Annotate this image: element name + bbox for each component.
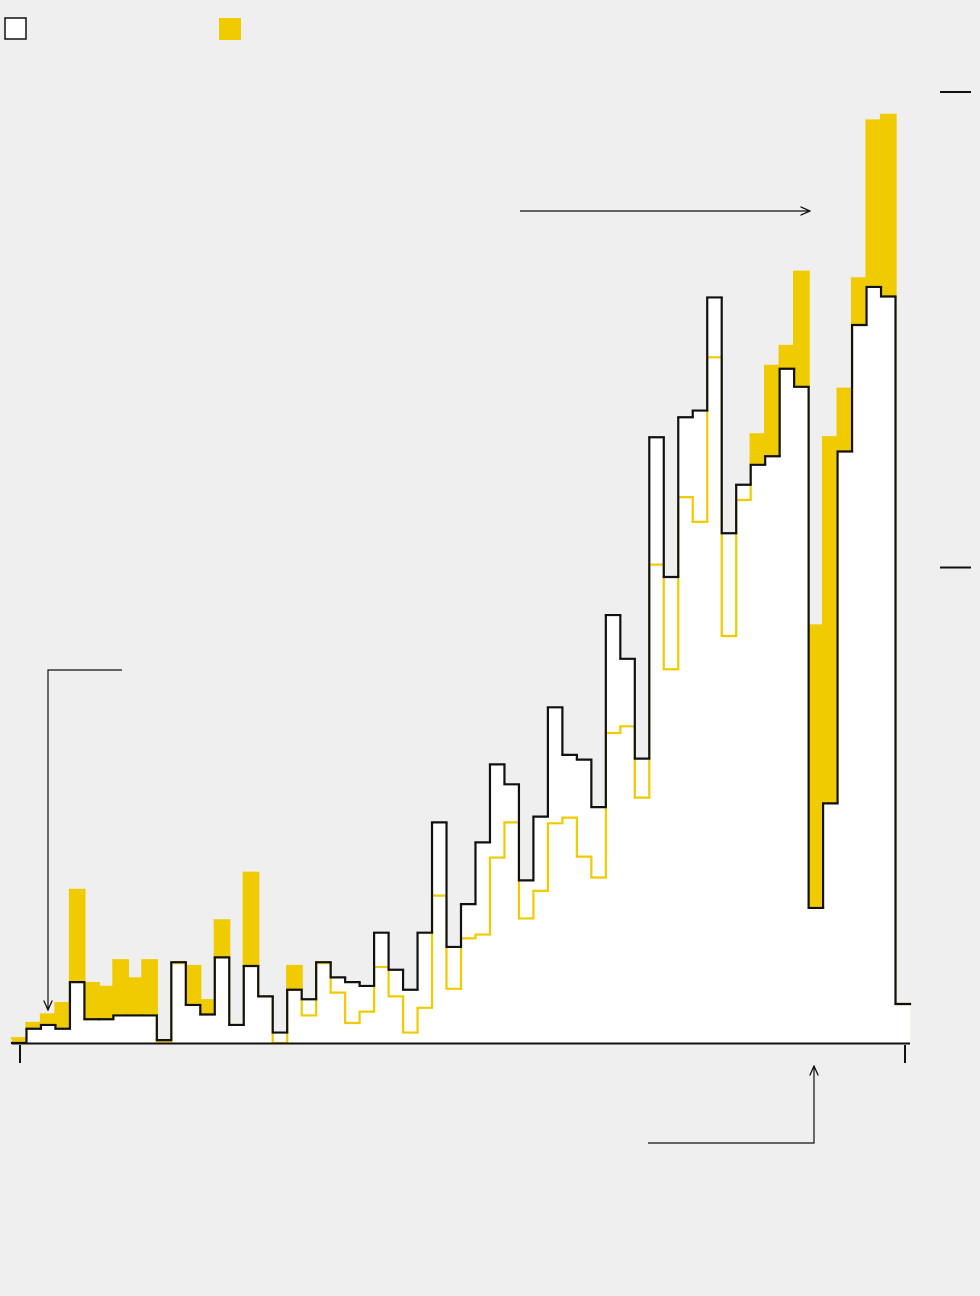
- bar-fill: [12, 1038, 27, 1043]
- bar-base: [765, 456, 781, 1043]
- bar-base: [359, 985, 375, 1043]
- bar-base: [504, 784, 520, 1043]
- annotation-arrow: [648, 1066, 814, 1144]
- bar-base: [881, 296, 896, 1044]
- bar-base: [852, 324, 867, 1043]
- bar-base: [895, 1004, 911, 1043]
- bar-base: [185, 1004, 201, 1043]
- bar-base: [127, 1015, 143, 1043]
- bar-base: [489, 764, 505, 1043]
- bar-base: [388, 969, 404, 1043]
- bar-base: [750, 464, 766, 1043]
- annotation-arrow: [48, 669, 122, 1010]
- bar-base: [258, 996, 274, 1043]
- bar-base: [316, 962, 332, 1043]
- bar-base: [287, 989, 303, 1043]
- bar-base: [837, 451, 853, 1043]
- bar-base: [55, 1028, 71, 1043]
- bar-base: [678, 417, 694, 1043]
- bar-base: [634, 758, 650, 1043]
- bar-base: [345, 982, 361, 1043]
- bar-base: [84, 1019, 100, 1043]
- bar-base: [808, 907, 824, 1043]
- bar-base: [229, 1024, 245, 1043]
- bar-base: [330, 977, 346, 1043]
- bar-base: [547, 707, 563, 1043]
- bar-base: [475, 842, 491, 1043]
- bar-base: [533, 816, 549, 1043]
- bar-base: [518, 880, 534, 1043]
- bar-base: [200, 1014, 216, 1043]
- bar-base: [40, 1024, 56, 1043]
- bar-base: [779, 368, 795, 1044]
- bar-base: [591, 807, 607, 1043]
- plot-area: [10, 113, 912, 1045]
- bar-base: [620, 658, 636, 1043]
- bar-base: [403, 989, 418, 1043]
- bar-base: [26, 1028, 42, 1043]
- bar-base: [374, 932, 389, 1043]
- bar-base: [301, 999, 317, 1043]
- bar-base: [649, 437, 665, 1043]
- bar-base: [794, 386, 810, 1043]
- bar-base: [272, 1032, 288, 1043]
- bar-base: [663, 577, 679, 1043]
- bar-base: [417, 932, 433, 1043]
- bar-base: [69, 982, 85, 1043]
- legend-swatch: [4, 17, 27, 40]
- bar-base: [707, 297, 723, 1043]
- bar-base: [692, 410, 708, 1044]
- bar-base: [243, 965, 259, 1043]
- bar-base: [171, 962, 187, 1043]
- bar-base: [432, 822, 447, 1043]
- bar-base: [562, 754, 578, 1043]
- bar-base: [866, 286, 882, 1044]
- bar-base: [823, 803, 838, 1043]
- bar-base: [142, 1015, 158, 1043]
- bar-base: [576, 759, 592, 1043]
- bar-base: [446, 946, 462, 1043]
- legend-swatch: [219, 18, 241, 40]
- bar-base: [461, 904, 476, 1043]
- bar-base: [736, 484, 752, 1043]
- bar-base: [113, 1015, 129, 1043]
- bar-base: [721, 533, 737, 1043]
- bar-base: [214, 957, 230, 1043]
- bar-base: [605, 615, 621, 1043]
- bar-base: [98, 1019, 114, 1043]
